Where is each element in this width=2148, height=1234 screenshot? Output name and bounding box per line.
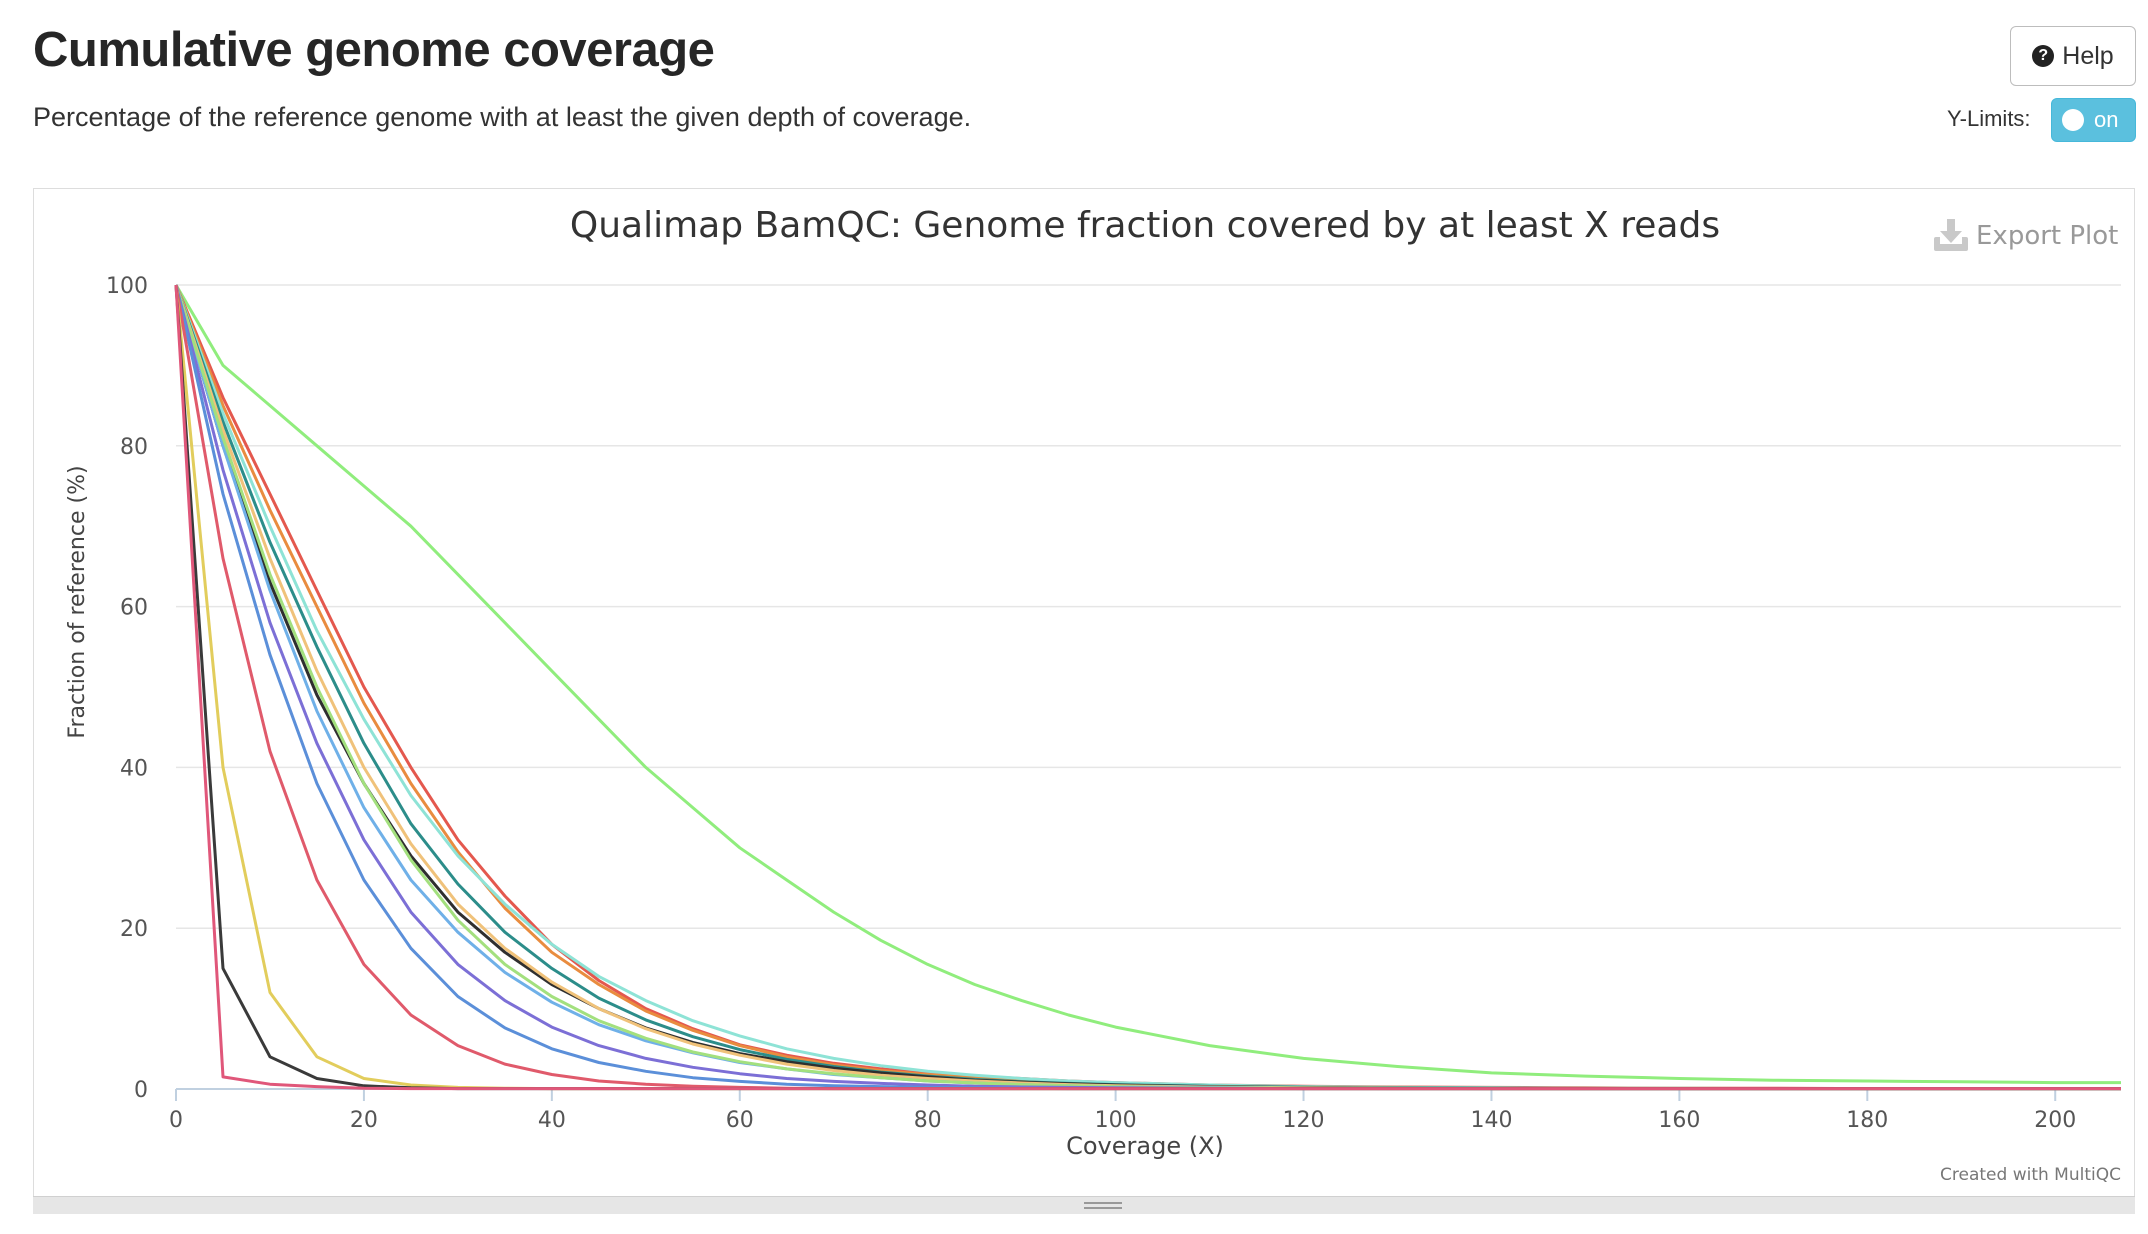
series-line-7[interactable] [174, 284, 2121, 1091]
series-line-9[interactable] [174, 284, 2121, 1091]
x-tick-label: 40 [538, 1108, 566, 1133]
y-tick-label: 40 [120, 756, 148, 781]
series-line-8[interactable] [174, 284, 2121, 1091]
y-tick-label: 0 [134, 1078, 148, 1103]
grip-line [1084, 1202, 1122, 1204]
toggle-knob [2062, 109, 2084, 131]
help-button-label: Help [2062, 41, 2114, 70]
series-line-12[interactable] [174, 284, 2121, 1091]
x-tick-label: 120 [1283, 1108, 1325, 1133]
credit-label: Created with MultiQC [1940, 1165, 2121, 1185]
question-circle-icon: ? [2032, 45, 2055, 67]
ylimits-label: Y-Limits: [1947, 106, 2031, 131]
series-line-13[interactable] [174, 284, 2121, 1091]
download-icon [1934, 219, 1968, 251]
page-subtitle: Percentage of the reference genome with … [33, 102, 972, 132]
grip-line [1084, 1207, 1122, 1209]
x-tick-label: 20 [350, 1108, 378, 1133]
series-line-2[interactable] [174, 284, 2121, 1091]
ylimits-toggle[interactable]: on [2051, 98, 2136, 142]
chart-title: Qualimap BamQC: Genome fraction covered … [570, 205, 1720, 246]
x-tick-label: 80 [914, 1108, 942, 1133]
x-tick-label: 140 [1470, 1108, 1512, 1133]
x-tick-label: 100 [1095, 1108, 1137, 1133]
series-line-5[interactable] [174, 284, 2121, 1091]
help-button[interactable]: ? Help [2010, 26, 2136, 86]
export-plot-button[interactable]: Export Plot [1934, 219, 2118, 251]
x-tick-label: 0 [169, 1108, 183, 1133]
series-line-11[interactable] [174, 284, 2121, 1091]
series-line-10[interactable] [174, 284, 2121, 1091]
series-line-1[interactable] [174, 284, 2121, 1085]
x-tick-label: 160 [1658, 1108, 1700, 1133]
y-tick-label: 20 [120, 917, 148, 942]
series-line-15[interactable] [174, 284, 2121, 1091]
x-tick-label: 60 [726, 1108, 754, 1133]
y-tick-label: 100 [106, 274, 148, 299]
x-tick-label: 180 [1846, 1108, 1888, 1133]
plot-resize-handle[interactable] [33, 1196, 2135, 1214]
y-tick-label: 80 [120, 435, 148, 460]
series-line-6[interactable] [174, 284, 2121, 1091]
x-axis-label: Coverage (X) [1066, 1132, 1224, 1160]
x-tick-label: 200 [2034, 1108, 2076, 1133]
series-line-14[interactable] [174, 284, 2121, 1091]
page-title: Cumulative genome coverage [33, 23, 715, 77]
y-axis-label: Fraction of reference (%) [65, 465, 90, 738]
y-tick-label: 60 [120, 596, 148, 621]
export-plot-label: Export Plot [1976, 221, 2118, 251]
toggle-state-label: on [2094, 107, 2119, 132]
series-line-4[interactable] [174, 284, 2121, 1091]
plot-container: 0 20 40 60 80 100 0 20 40 60 80 100 120 140 160 180 200 … [33, 188, 2135, 1214]
series-line-3[interactable] [174, 284, 2121, 1091]
